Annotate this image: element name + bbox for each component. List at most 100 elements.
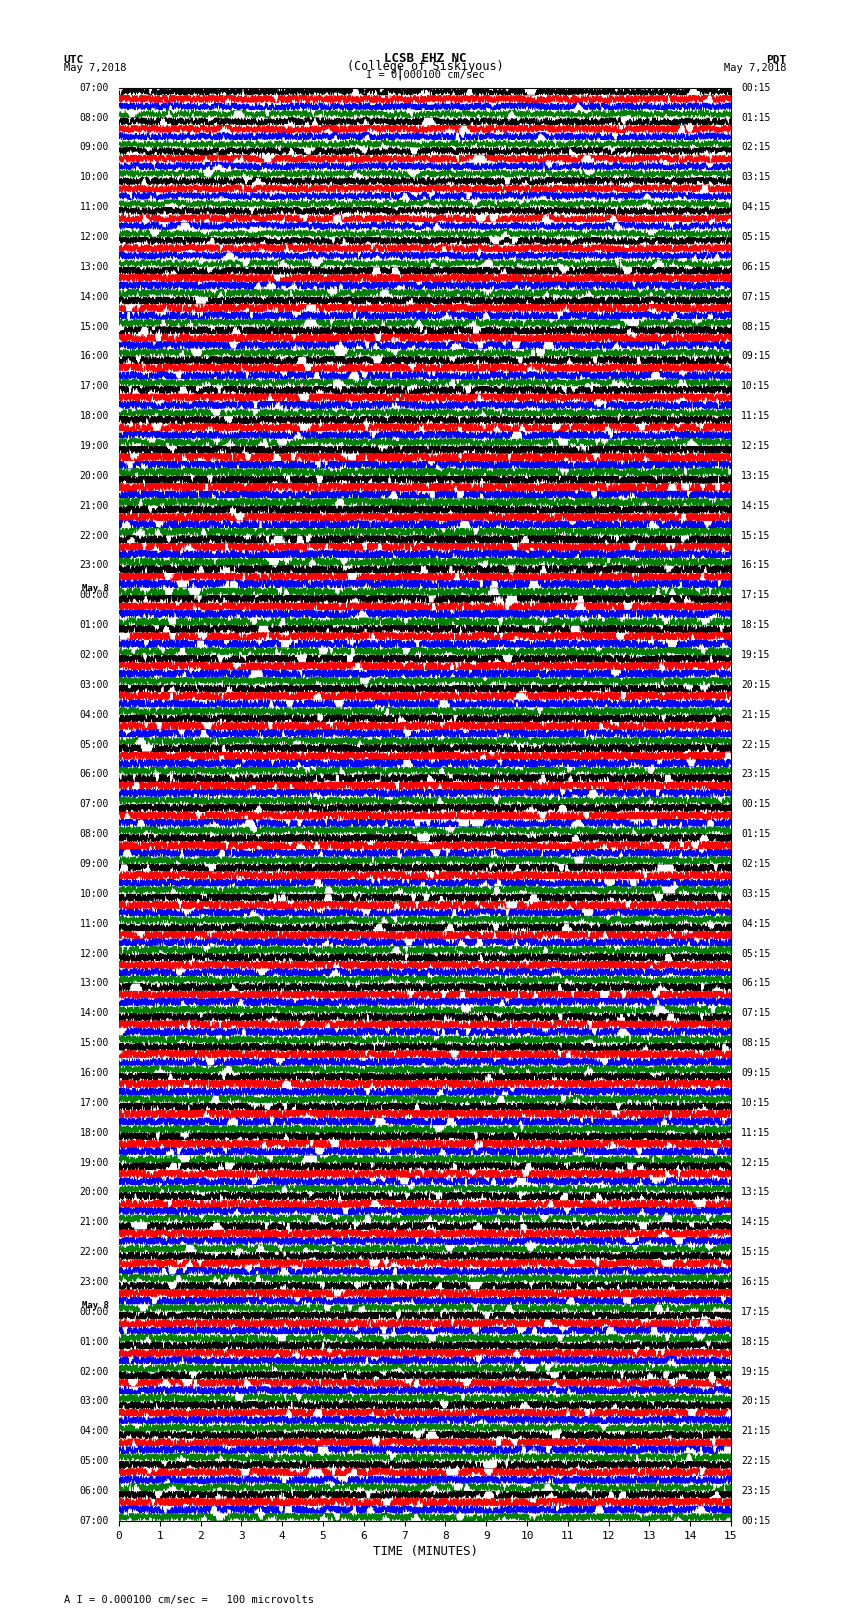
Text: 02:15: 02:15: [741, 860, 770, 869]
Text: |: |: [395, 66, 404, 79]
Text: 03:00: 03:00: [80, 679, 109, 690]
Text: 14:00: 14:00: [80, 292, 109, 302]
Text: 11:15: 11:15: [741, 411, 770, 421]
Text: 03:15: 03:15: [741, 889, 770, 898]
Text: 10:15: 10:15: [741, 381, 770, 392]
Text: 06:15: 06:15: [741, 261, 770, 273]
Text: 12:00: 12:00: [80, 948, 109, 958]
Text: 13:15: 13:15: [741, 471, 770, 481]
Text: 04:15: 04:15: [741, 919, 770, 929]
Text: 18:15: 18:15: [741, 1337, 770, 1347]
Text: 06:00: 06:00: [80, 769, 109, 779]
Text: 01:15: 01:15: [741, 829, 770, 839]
Text: May 7,2018: May 7,2018: [723, 63, 786, 73]
Text: 18:00: 18:00: [80, 411, 109, 421]
Text: 20:00: 20:00: [80, 471, 109, 481]
Text: 15:15: 15:15: [741, 531, 770, 540]
Text: 04:00: 04:00: [80, 1426, 109, 1436]
Text: 21:00: 21:00: [80, 500, 109, 511]
Text: 19:15: 19:15: [741, 650, 770, 660]
Text: 19:00: 19:00: [80, 1158, 109, 1168]
Text: 15:00: 15:00: [80, 321, 109, 332]
Text: 16:15: 16:15: [741, 560, 770, 571]
Text: A I = 0.000100 cm/sec =   100 microvolts: A I = 0.000100 cm/sec = 100 microvolts: [64, 1595, 314, 1605]
Text: PDT: PDT: [766, 55, 786, 65]
Text: 14:15: 14:15: [741, 1218, 770, 1227]
Text: 21:15: 21:15: [741, 710, 770, 719]
Text: 20:15: 20:15: [741, 679, 770, 690]
Text: 17:15: 17:15: [741, 590, 770, 600]
Text: 11:00: 11:00: [80, 919, 109, 929]
Text: 10:00: 10:00: [80, 889, 109, 898]
Text: 10:00: 10:00: [80, 173, 109, 182]
Text: May 8: May 8: [82, 1302, 109, 1310]
Text: 10:15: 10:15: [741, 1098, 770, 1108]
Text: 03:15: 03:15: [741, 173, 770, 182]
Text: 09:15: 09:15: [741, 352, 770, 361]
Text: 23:00: 23:00: [80, 560, 109, 571]
Text: 15:00: 15:00: [80, 1039, 109, 1048]
Text: 13:00: 13:00: [80, 261, 109, 273]
Text: 23:15: 23:15: [741, 1486, 770, 1495]
Text: 23:15: 23:15: [741, 769, 770, 779]
Text: 18:00: 18:00: [80, 1127, 109, 1137]
Text: 19:00: 19:00: [80, 440, 109, 452]
Text: 04:00: 04:00: [80, 710, 109, 719]
Text: 17:00: 17:00: [80, 381, 109, 392]
Text: 09:15: 09:15: [741, 1068, 770, 1077]
Text: 15:15: 15:15: [741, 1247, 770, 1257]
Text: 22:15: 22:15: [741, 739, 770, 750]
Text: 07:00: 07:00: [80, 82, 109, 92]
Text: (College of Siskiyous): (College of Siskiyous): [347, 60, 503, 73]
Text: 08:00: 08:00: [80, 113, 109, 123]
Text: 12:15: 12:15: [741, 1158, 770, 1168]
Text: 16:15: 16:15: [741, 1277, 770, 1287]
Text: 22:00: 22:00: [80, 1247, 109, 1257]
Text: 08:15: 08:15: [741, 321, 770, 332]
Text: 14:15: 14:15: [741, 500, 770, 511]
Text: 07:15: 07:15: [741, 292, 770, 302]
Text: 00:00: 00:00: [80, 1307, 109, 1316]
Text: 05:15: 05:15: [741, 232, 770, 242]
X-axis label: TIME (MINUTES): TIME (MINUTES): [372, 1545, 478, 1558]
Text: 20:00: 20:00: [80, 1187, 109, 1197]
Text: 20:15: 20:15: [741, 1397, 770, 1407]
Text: 13:15: 13:15: [741, 1187, 770, 1197]
Text: 12:15: 12:15: [741, 440, 770, 452]
Text: UTC: UTC: [64, 55, 84, 65]
Text: 08:00: 08:00: [80, 829, 109, 839]
Text: 09:00: 09:00: [80, 860, 109, 869]
Text: 16:00: 16:00: [80, 352, 109, 361]
Text: 00:15: 00:15: [741, 82, 770, 92]
Text: 01:15: 01:15: [741, 113, 770, 123]
Text: 13:00: 13:00: [80, 979, 109, 989]
Text: 07:00: 07:00: [80, 1516, 109, 1526]
Text: 00:00: 00:00: [80, 590, 109, 600]
Text: 17:15: 17:15: [741, 1307, 770, 1316]
Text: 06:00: 06:00: [80, 1486, 109, 1495]
Text: 21:15: 21:15: [741, 1426, 770, 1436]
Text: LCSB EHZ NC: LCSB EHZ NC: [383, 52, 467, 65]
Text: 11:00: 11:00: [80, 202, 109, 213]
Text: 19:15: 19:15: [741, 1366, 770, 1376]
Text: 08:15: 08:15: [741, 1039, 770, 1048]
Text: I = 0.000100 cm/sec: I = 0.000100 cm/sec: [366, 69, 484, 79]
Text: 14:00: 14:00: [80, 1008, 109, 1018]
Text: 05:00: 05:00: [80, 739, 109, 750]
Text: 02:15: 02:15: [741, 142, 770, 153]
Text: 05:15: 05:15: [741, 948, 770, 958]
Text: 01:00: 01:00: [80, 619, 109, 631]
Text: 06:15: 06:15: [741, 979, 770, 989]
Text: 09:00: 09:00: [80, 142, 109, 153]
Text: 04:15: 04:15: [741, 202, 770, 213]
Text: 16:00: 16:00: [80, 1068, 109, 1077]
Text: 12:00: 12:00: [80, 232, 109, 242]
Text: 07:15: 07:15: [741, 1008, 770, 1018]
Text: 02:00: 02:00: [80, 1366, 109, 1376]
Text: 03:00: 03:00: [80, 1397, 109, 1407]
Text: May 7,2018: May 7,2018: [64, 63, 127, 73]
Text: 05:00: 05:00: [80, 1457, 109, 1466]
Text: 22:00: 22:00: [80, 531, 109, 540]
Text: 00:15: 00:15: [741, 800, 770, 810]
Text: May 8: May 8: [82, 584, 109, 594]
